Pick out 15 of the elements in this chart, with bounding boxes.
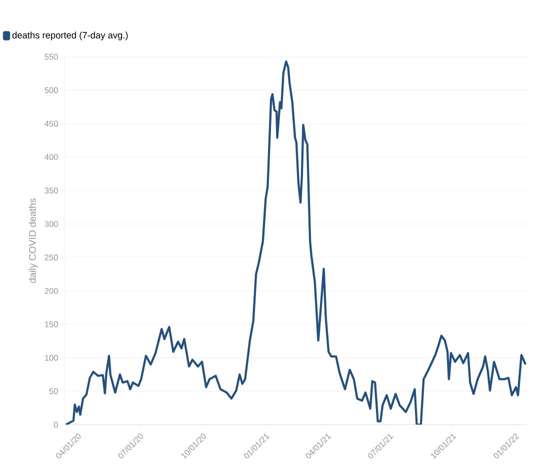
y-tick-label: 300	[44, 221, 58, 227]
y-tick-label: 500	[44, 87, 58, 94]
y-tick-label: 100	[45, 354, 58, 361]
y-tick-label: 450	[44, 120, 58, 127]
line-series	[64, 60, 527, 425]
y-tick-label: 0	[54, 422, 58, 428]
legend-label: deaths reported (7-day avg.)	[12, 32, 128, 40]
y-tick-label: 400	[44, 154, 58, 160]
y-tick-label: 50	[49, 388, 58, 394]
y-tick-label: 150	[45, 321, 58, 328]
y-tick-label: 550	[44, 54, 58, 60]
y-tick-label: 350	[44, 188, 58, 194]
y-tick-label: 250	[44, 254, 58, 260]
y-axis-title: daily COVID deaths	[28, 198, 38, 283]
y-tick-label: 200	[44, 288, 58, 294]
